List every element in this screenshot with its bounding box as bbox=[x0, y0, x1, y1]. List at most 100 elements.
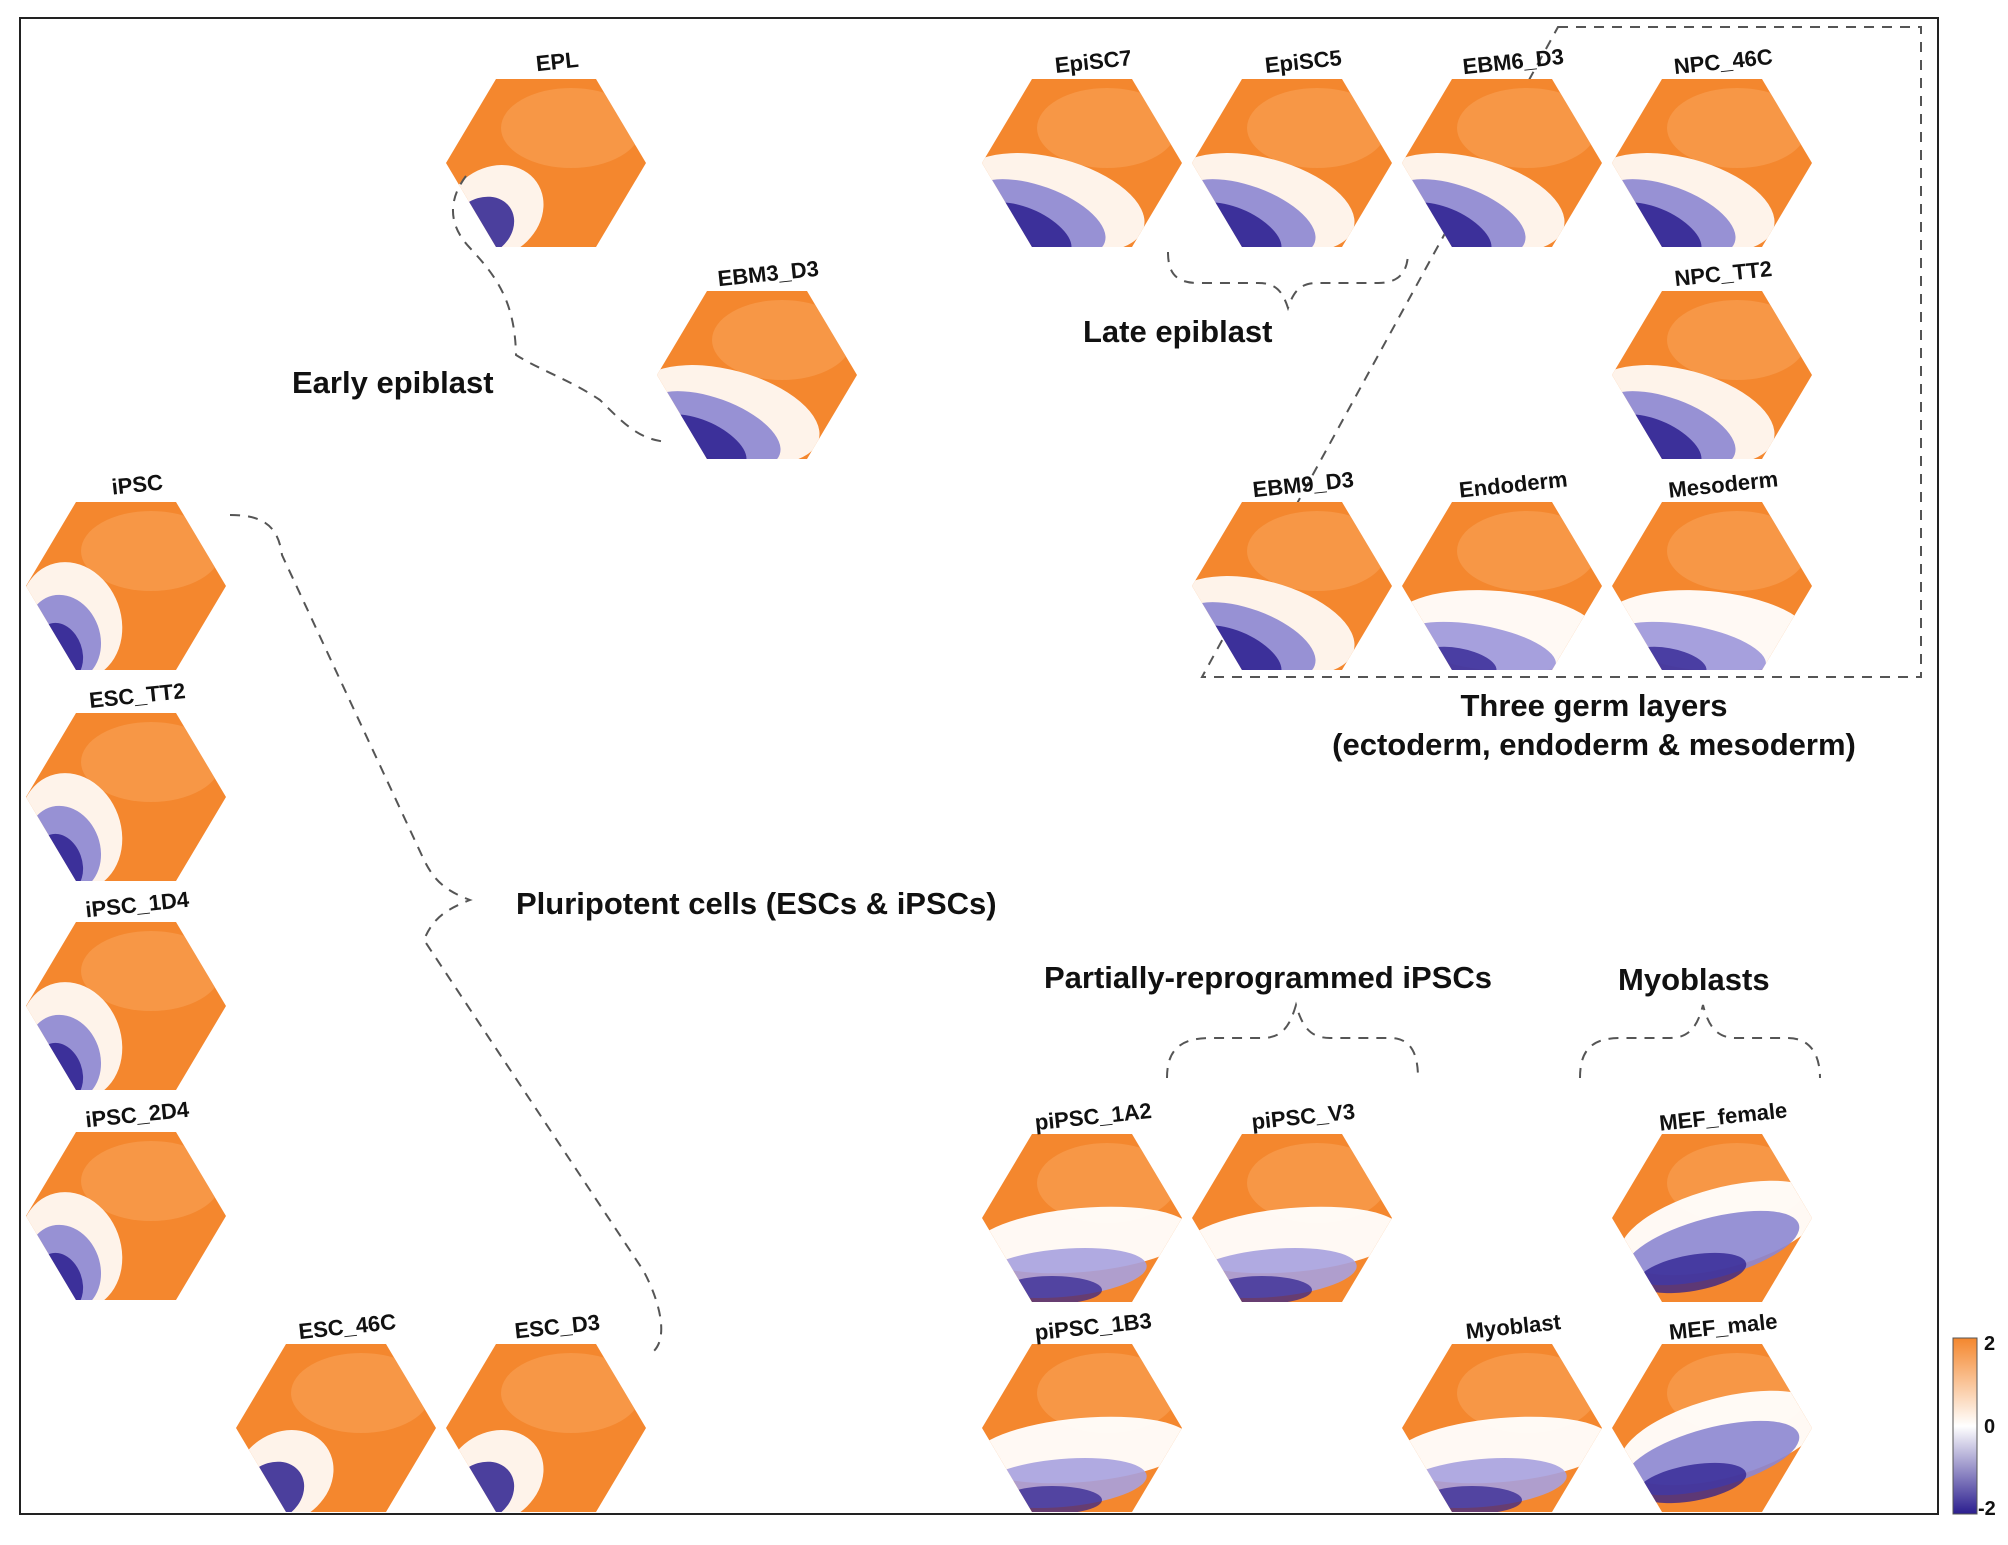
label-pluripotent: Pluripotent cells (ESCs & iPSCs) bbox=[516, 886, 997, 921]
som-map bbox=[236, 1344, 436, 1512]
panel-label: EpiSC7 bbox=[1054, 45, 1133, 78]
som-highlight bbox=[1037, 88, 1177, 168]
som-map bbox=[982, 1344, 1182, 1512]
som-highlight bbox=[501, 88, 641, 168]
som-panel: EBM3_D3 bbox=[657, 256, 857, 459]
som-highlight bbox=[291, 1353, 431, 1433]
som-map bbox=[26, 713, 226, 881]
panel-label: Mesoderm bbox=[1667, 466, 1779, 502]
som-highlight bbox=[1667, 300, 1807, 380]
early-epiblast-bracket bbox=[452, 175, 669, 443]
som-panel: EBM6_D3 bbox=[1402, 44, 1602, 247]
partial-bracket bbox=[1166, 1001, 1419, 1079]
som-map bbox=[1612, 1344, 1812, 1512]
som-highlight bbox=[1247, 1143, 1387, 1223]
som-highlight bbox=[1037, 1143, 1177, 1223]
germ-layers-box bbox=[1200, 26, 1922, 678]
som-highlight bbox=[1037, 1353, 1177, 1433]
late-epiblast-bracket bbox=[1167, 251, 1409, 312]
som-highlight bbox=[1457, 88, 1597, 168]
som-panel: piPSC_1B3 bbox=[982, 1308, 1182, 1512]
som-map bbox=[26, 922, 226, 1090]
som-map bbox=[1402, 502, 1602, 670]
panel-label: piPSC_1B3 bbox=[1034, 1308, 1153, 1345]
label-late-epiblast: Late epiblast bbox=[1083, 314, 1273, 349]
som-panel: EpiSC5 bbox=[1192, 45, 1392, 247]
panels: EPL EBM3_D3 EpiSC7 EpiSC5 EBM6_D3 NPC_46C NPC_… bbox=[26, 44, 1812, 1512]
panel-label: piPSC_V3 bbox=[1250, 1099, 1356, 1135]
som-highlight bbox=[1247, 511, 1387, 591]
som-panel: ESC_TT2 bbox=[26, 678, 226, 881]
som-panel: iPSC bbox=[26, 469, 226, 670]
label-partially-reprogrammed: Partially-reprogrammed iPSCs bbox=[1044, 960, 1492, 995]
colorbar-mid: 0 bbox=[1984, 1416, 1995, 1438]
som-map bbox=[446, 79, 646, 247]
panel-label: MEF_female bbox=[1658, 1097, 1788, 1135]
som-map bbox=[657, 291, 857, 459]
som-panel: Myoblast bbox=[1402, 1309, 1602, 1512]
colorbar-max: 2 bbox=[1984, 1333, 1995, 1355]
som-panel: ESC_46C bbox=[236, 1309, 436, 1512]
panel-label: EPL bbox=[535, 47, 580, 76]
label-three-germ-layers: Three germ layers bbox=[1460, 688, 1727, 723]
som-map bbox=[1192, 79, 1392, 247]
panel-label: piPSC_1A2 bbox=[1034, 1098, 1153, 1135]
som-panel: NPC_46C bbox=[1612, 44, 1812, 247]
panel-label: ESC_TT2 bbox=[88, 678, 187, 713]
som-low-region bbox=[1637, 1462, 1747, 1504]
panel-label: EBM9_D3 bbox=[1251, 467, 1355, 502]
panel-label: EBM6_D3 bbox=[1461, 44, 1565, 79]
som-low-region bbox=[1002, 1486, 1102, 1512]
som-panel: Mesoderm bbox=[1612, 466, 1812, 670]
som-map bbox=[1612, 502, 1812, 670]
colorbar-gradient bbox=[1952, 1337, 1978, 1515]
som-highlight bbox=[81, 931, 221, 1011]
panel-label: NPC_TT2 bbox=[1673, 256, 1773, 291]
som-map bbox=[1402, 79, 1602, 247]
som-map bbox=[982, 79, 1182, 247]
panel-label: iPSC bbox=[110, 469, 164, 499]
som-highlight bbox=[81, 722, 221, 802]
panel-label: EpiSC5 bbox=[1264, 45, 1343, 78]
som-panel: piPSC_V3 bbox=[1192, 1099, 1392, 1302]
som-panel: Endoderm bbox=[1402, 466, 1602, 670]
panel-label: iPSC_2D4 bbox=[84, 1097, 191, 1133]
colorbar-min: -2 bbox=[1978, 1498, 1996, 1520]
label-early-epiblast: Early epiblast bbox=[292, 365, 494, 400]
som-highlight bbox=[1457, 511, 1597, 591]
som-panel: MEF_male bbox=[1612, 1308, 1812, 1512]
panel-label: MEF_male bbox=[1668, 1308, 1779, 1344]
som-panel: NPC_TT2 bbox=[1612, 256, 1812, 459]
figure-frame bbox=[19, 17, 1939, 1515]
som-panel: EpiSC7 bbox=[982, 45, 1182, 247]
panel-label: iPSC_1D4 bbox=[84, 887, 191, 923]
brackets bbox=[229, 175, 1821, 1356]
label-germ-layers-detail: (ectoderm, endoderm & mesoderm) bbox=[1332, 727, 1856, 762]
som-highlight bbox=[1247, 88, 1387, 168]
som-highlight bbox=[712, 300, 852, 380]
som-map bbox=[26, 502, 226, 670]
som-map bbox=[982, 1134, 1182, 1302]
panel-label: EBM3_D3 bbox=[716, 256, 820, 291]
som-highlight bbox=[1457, 1353, 1597, 1433]
som-highlight bbox=[81, 511, 221, 591]
som-panel: piPSC_1A2 bbox=[982, 1098, 1182, 1302]
som-low-region bbox=[1212, 1276, 1312, 1302]
som-panel: iPSC_1D4 bbox=[26, 887, 226, 1090]
panel-label: ESC_46C bbox=[297, 1309, 397, 1344]
panel-label: NPC_46C bbox=[1673, 44, 1774, 79]
som-panel: ESC_D3 bbox=[446, 1310, 646, 1512]
som-panel: iPSC_2D4 bbox=[26, 1097, 226, 1300]
som-map bbox=[1402, 1344, 1602, 1512]
som-map bbox=[1612, 1134, 1812, 1302]
myoblasts-bracket bbox=[1579, 1004, 1821, 1079]
som-map bbox=[1612, 79, 1812, 247]
som-highlight bbox=[1667, 511, 1807, 591]
som-map bbox=[1192, 1134, 1392, 1302]
som-panel: EBM9_D3 bbox=[1192, 467, 1392, 670]
panel-label: ESC_D3 bbox=[513, 1310, 601, 1344]
som-map bbox=[446, 1344, 646, 1512]
som-low-region bbox=[1422, 1486, 1522, 1512]
